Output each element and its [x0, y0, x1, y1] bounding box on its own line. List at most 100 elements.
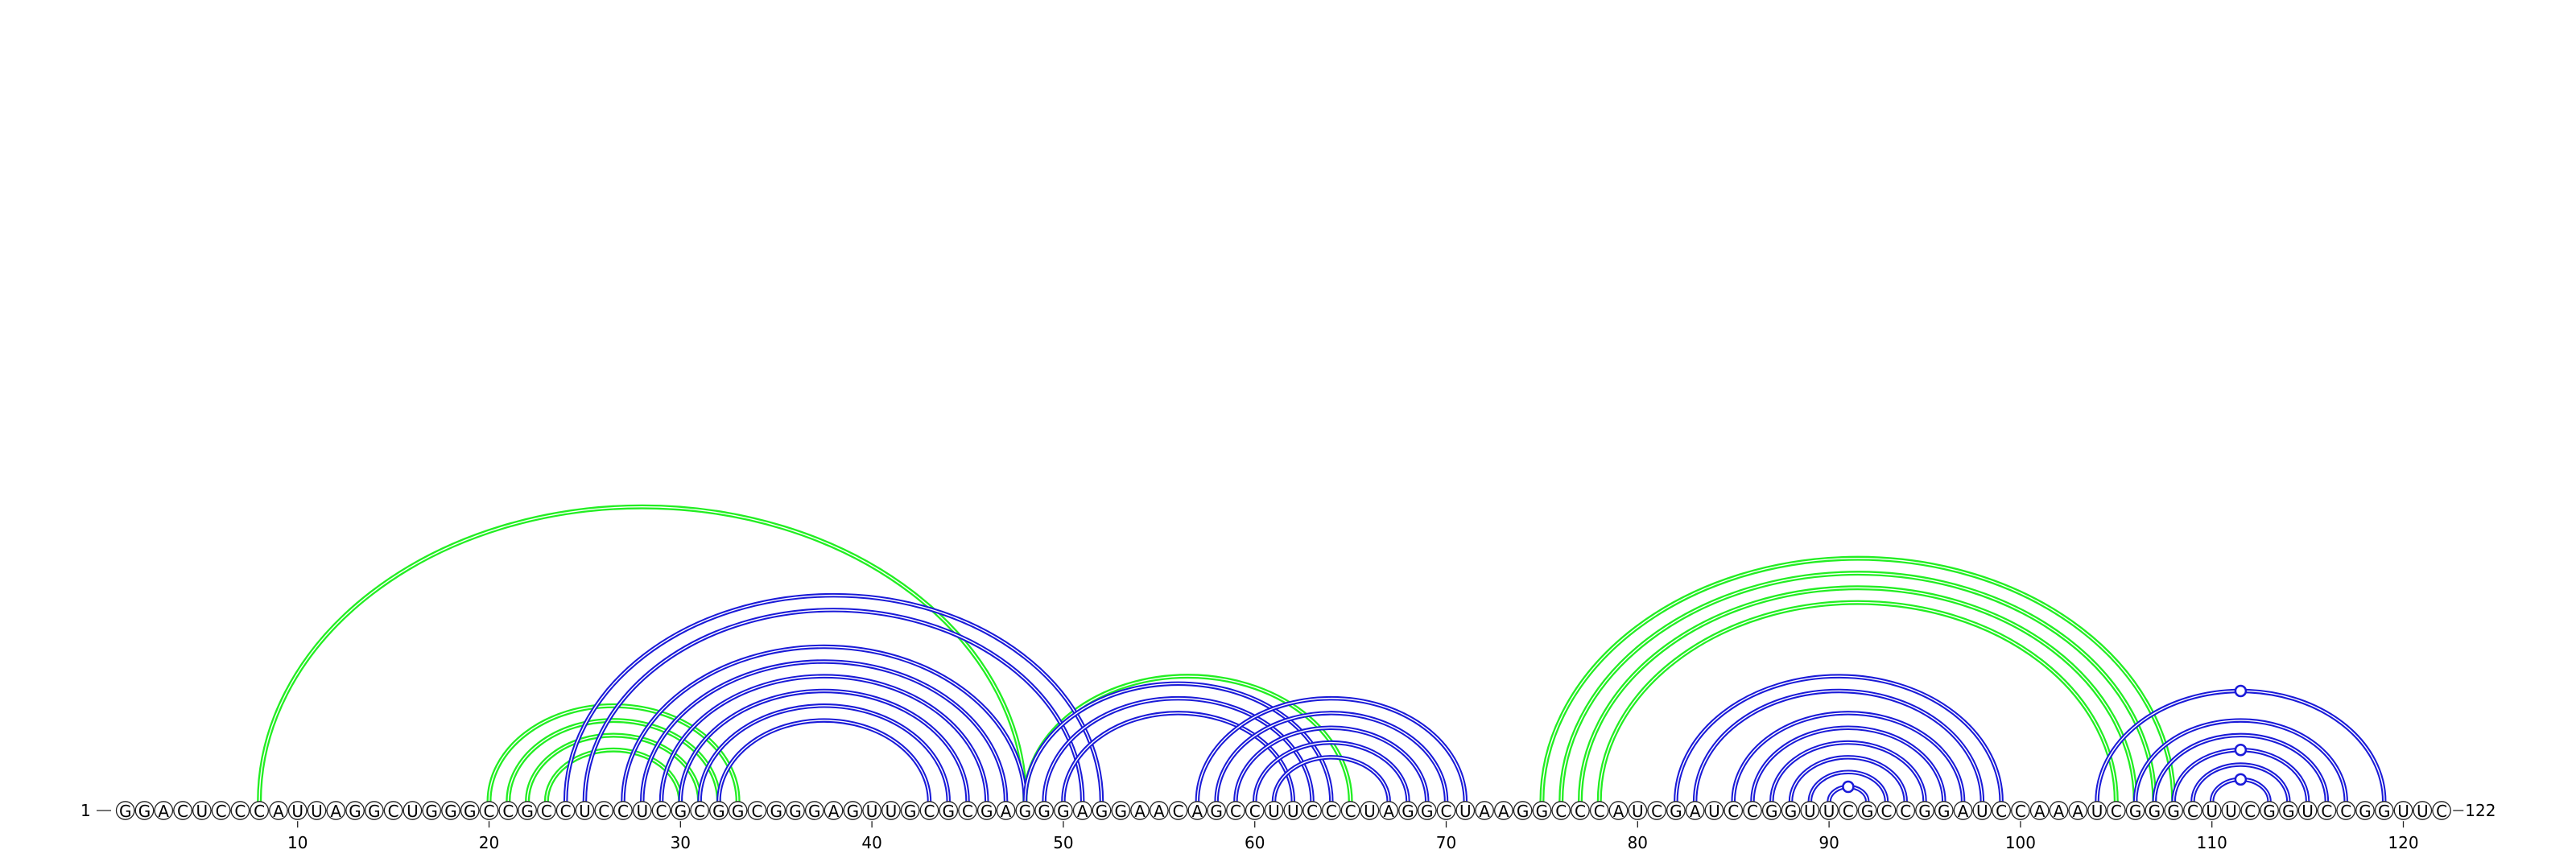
nucleotide-43: C: [919, 801, 939, 821]
nucleotide-69: G: [1417, 801, 1437, 821]
nucleotide-83: A: [1685, 801, 1705, 821]
blue-arc-core-57-71: [1196, 697, 1466, 802]
nucleotide-letter: A: [1001, 802, 1012, 821]
nucleotide-46: G: [976, 801, 997, 821]
tick-label-10: 10: [287, 833, 308, 852]
marker-layer: [1842, 684, 2248, 794]
blue-arc-core-87-95: [1771, 741, 1926, 802]
green-arc-core-76-107: [1560, 572, 2156, 802]
nucleotide-letter: G: [904, 802, 917, 821]
green-arc-core-23-30: [546, 749, 682, 802]
nucleotide-letter: A: [1498, 802, 1509, 821]
nucleotide-circle: [2145, 801, 2165, 820]
nucleotide-39: G: [843, 801, 863, 821]
nucleotide-letter: G: [425, 802, 438, 821]
blue-arc-88-94: [1788, 755, 1908, 802]
nucleotide-letter: C: [2436, 802, 2447, 821]
nucleotide-circle: [1685, 801, 1705, 820]
nucleotide-letter: C: [2321, 802, 2332, 821]
nucleotide-circle: [326, 801, 346, 820]
nucleotide-letter: G: [2129, 802, 2142, 821]
nucleotide-letter: U: [1976, 802, 1988, 821]
nucleotide-122: C: [2432, 801, 2451, 821]
nucleotide-letter: C: [2111, 802, 2122, 821]
nucleotide-letter: U: [1459, 802, 1472, 821]
nucleotide-circle: [364, 801, 384, 820]
blue-arc-core-48-64: [1024, 683, 1332, 802]
end-index-label: 122: [2465, 801, 2496, 820]
nucleotide-letter: A: [1690, 802, 1701, 821]
nucleotide-circle: [1628, 801, 1648, 820]
nucleotide-circle: [1034, 801, 1054, 820]
blue-arc-core-32-43: [718, 720, 931, 802]
nucleotide-63: C: [1302, 801, 1322, 821]
nucleotide-33: G: [728, 801, 748, 821]
nucleotide-circle: [1130, 801, 1150, 820]
nucleotide-22: G: [518, 801, 537, 821]
green-arc-layer: [257, 504, 2177, 802]
nucleotide-99: C: [1992, 801, 2011, 821]
green-arc-core-78-105: [1599, 601, 2117, 802]
nucleotide-circle: [958, 801, 977, 820]
nucleotide-121: U: [2413, 801, 2433, 821]
nucleotide-circle: [1819, 801, 1839, 820]
nucleotide-letter: C: [923, 802, 935, 821]
nucleotide-letter: C: [1728, 802, 1739, 821]
nucleotide-circle: [1264, 801, 1284, 820]
nucleotide-65: C: [1340, 801, 1360, 821]
nucleotide-circle: [1724, 801, 1744, 820]
nucleotide-117: C: [2336, 801, 2356, 821]
nucleotide-67: A: [1379, 801, 1399, 821]
nucleotide-24: C: [555, 801, 576, 821]
nucleotide-circle: [1054, 801, 1073, 820]
nucleotide-92: G: [1857, 801, 1877, 821]
nucleotide-10: U: [287, 801, 308, 821]
nucleotide-letter: C: [234, 802, 246, 821]
nucleotide-16: U: [402, 801, 423, 821]
nucleotide-circle: [2317, 801, 2337, 820]
nucleotide-circle: [1417, 801, 1437, 820]
nucleotide-13: G: [345, 801, 365, 821]
nucleotide-letter: A: [2034, 802, 2046, 821]
nucleotide-circle: [537, 801, 556, 820]
nucleotide-88: G: [1781, 801, 1801, 821]
nucleotide-letter: C: [2340, 802, 2351, 821]
nucleotide-circle: [1149, 801, 1169, 820]
blue-arc-core-25-51: [584, 609, 1084, 802]
nucleotide-letter: U: [1804, 802, 1816, 821]
nucleotide-letter: C: [1173, 802, 1184, 821]
nucleotide-circle: [709, 801, 729, 820]
nucleotide-79: A: [1608, 801, 1629, 821]
nucleotide-circle: [2049, 801, 2069, 820]
nucleotide-letter: U: [1823, 802, 1835, 821]
nucleotide-91: C: [1839, 801, 1858, 821]
nucleotide-circle: [345, 801, 365, 820]
nucleotide-101: A: [2029, 801, 2050, 821]
nucleotide-105: C: [2106, 801, 2126, 821]
nucleotide-letter: A: [1383, 802, 1394, 821]
nucleotide-circle: [690, 801, 709, 820]
nucleotide-letter: C: [1880, 802, 1892, 821]
nucleotide-circle: [728, 801, 748, 820]
nucleotide-circle: [115, 801, 135, 820]
nucleotide-letter: G: [808, 802, 821, 821]
nucleotide-letter: C: [1996, 802, 2007, 821]
nucleotide-circle: [1608, 801, 1629, 820]
nucleotide-115: U: [2297, 801, 2318, 821]
nucleotide-9: A: [269, 801, 288, 821]
nucleotide-letter: C: [1326, 802, 1337, 821]
nucleotide-60: C: [1245, 801, 1265, 821]
blue-arc-core-60-68: [1254, 741, 1409, 802]
nucleotide-letter: G: [1861, 802, 1874, 821]
nucleotide-circle: [1187, 801, 1208, 820]
arc-apex-marker-4: [2234, 773, 2248, 786]
nucleotide-letter: G: [732, 802, 745, 821]
nucleotide-letter: G: [770, 802, 782, 821]
blue-arc-core-50-62: [1063, 712, 1294, 802]
nucleotide-circle: [1761, 801, 1781, 820]
nucleotide-66: U: [1360, 801, 1380, 821]
nucleotide-letter: U: [291, 802, 303, 821]
nucleotide-letter: G: [1765, 802, 1778, 821]
